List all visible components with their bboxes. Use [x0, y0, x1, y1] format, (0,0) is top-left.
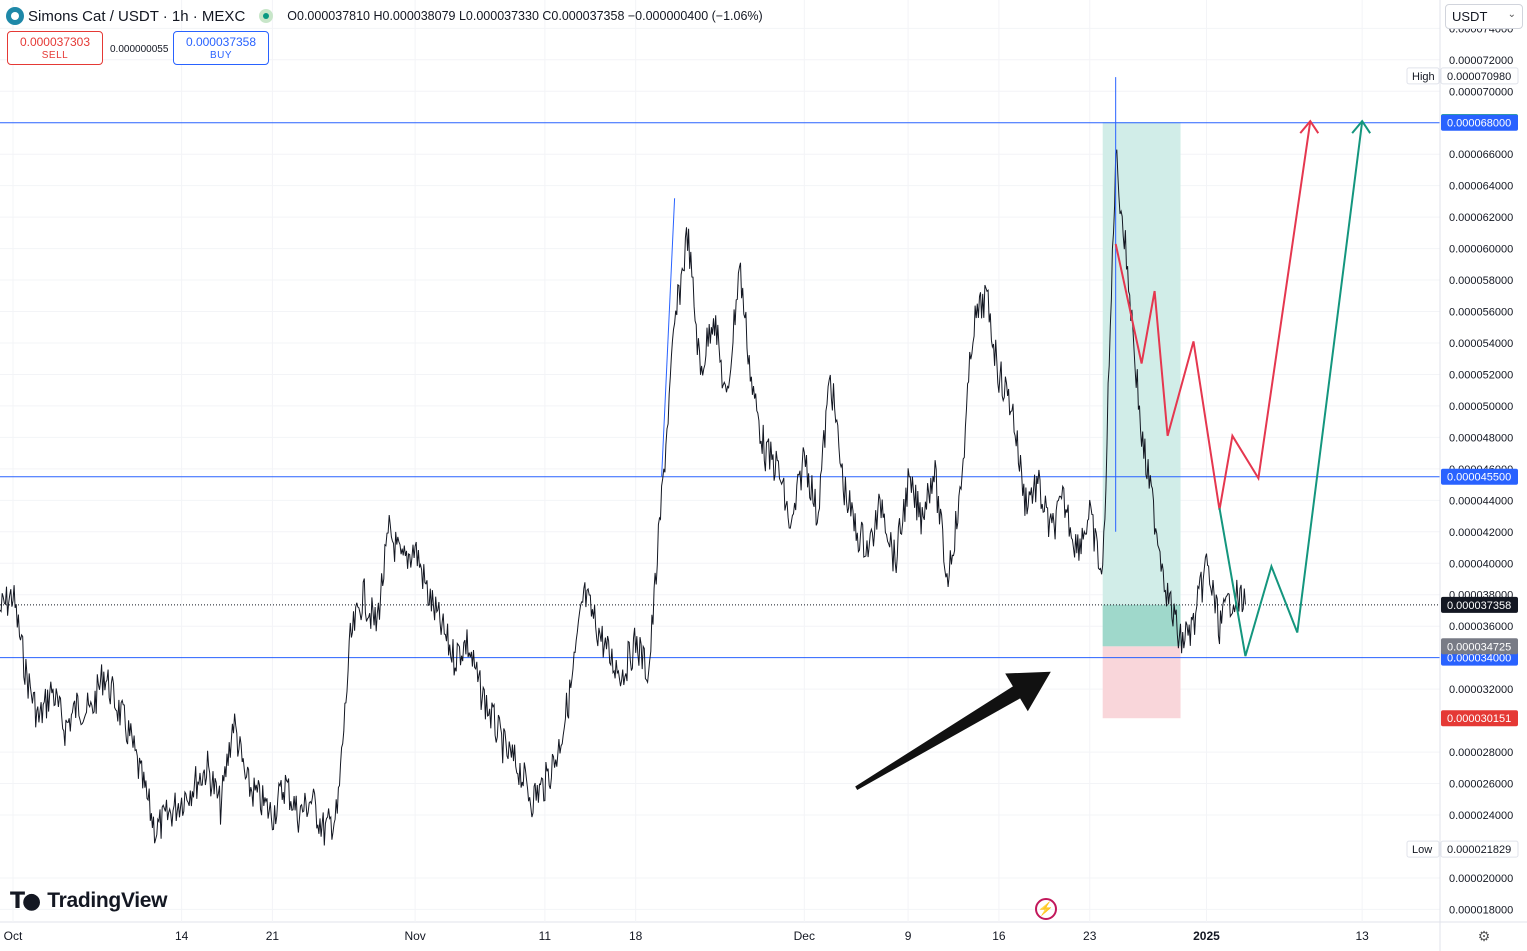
current-price-badge: 0.000037358: [1447, 600, 1511, 612]
price-series: [0, 77, 1246, 846]
wick: [661, 198, 676, 477]
bearish-arrowhead: [1299, 119, 1320, 134]
pointer-arrow[interactable]: [855, 671, 1051, 790]
high-price-badge-bg: [1440, 67, 1519, 85]
line-price-badge: 0.000068000: [1447, 118, 1511, 130]
low-label: Low: [1412, 844, 1432, 856]
price-tick-label: 0.000032000: [1449, 684, 1513, 696]
time-tick-label: Nov: [404, 929, 425, 943]
time-tick-label: 2025: [1193, 929, 1220, 943]
price-tick-label: 0.000050000: [1449, 401, 1513, 413]
time-axis[interactable]: Oct 14 21 Nov 11 18 Dec 9 16 23 2025 13: [4, 929, 1370, 943]
chevron-down-icon: ⌄: [1507, 9, 1516, 20]
price-badges: 0.0000680360.0000680000.0000455000.00003…: [1406, 67, 1519, 858]
pointer-arrow-shape: [855, 671, 1051, 790]
price-tick-label: 0.000058000: [1449, 275, 1513, 287]
time-tick-label: 23: [1083, 929, 1097, 943]
time-tick-label: 9: [905, 929, 912, 943]
sell-button[interactable]: 0.000037303 SELL: [7, 31, 103, 65]
scenario-paths: [1114, 119, 1371, 657]
time-tick-label: 11: [539, 929, 552, 943]
bullish-arrowhead: [1351, 119, 1371, 134]
high-price-badge: 0.000070980: [1447, 71, 1511, 83]
high-label: High: [1412, 71, 1435, 83]
stop-price-badge: 0.000030151: [1447, 713, 1511, 725]
open-profit-zone: [1102, 604, 1181, 647]
price-tick-label: 0.000048000: [1449, 432, 1513, 444]
price-tick-label: 0.000026000: [1449, 779, 1513, 791]
price-tick-label: 0.000040000: [1449, 558, 1513, 570]
price-tick-label: 0.000060000: [1449, 244, 1513, 256]
gear-icon[interactable]: ⚙: [1477, 928, 1491, 944]
low-price-badge: 0.000021829: [1447, 844, 1511, 856]
time-tick-label: Oct: [4, 929, 23, 943]
buy-label: BUY: [209, 50, 233, 61]
price-tick-label: 0.000044000: [1449, 495, 1513, 507]
bearish-scenario-path[interactable]: [1114, 121, 1312, 510]
time-tick-label: 18: [629, 929, 643, 943]
price-tick-label: 0.000036000: [1449, 621, 1513, 633]
market-status-icon[interactable]: [259, 9, 274, 23]
time-tick-label: 16: [992, 929, 1006, 943]
flash-icon[interactable]: ⚡: [1035, 898, 1057, 920]
price-tick-label: 0.000070000: [1449, 86, 1513, 98]
time-tick-label: Dec: [794, 929, 815, 943]
current-price-badge-bg: [1441, 596, 1518, 613]
currency-value: USDT: [1452, 9, 1488, 24]
tradingview-logo[interactable]: T● TradingView: [10, 888, 168, 914]
price-tick-label: 0.000024000: [1449, 810, 1513, 822]
price-tick-label: 0.000072000: [1449, 55, 1513, 67]
price-tick-label: 0.000064000: [1449, 181, 1513, 193]
bullish-scenario-path[interactable]: [1218, 121, 1364, 657]
low-price-badge-bg: [1440, 840, 1519, 858]
sell-label: SELL: [41, 50, 69, 61]
horizontal-lines: [0, 122, 1440, 659]
ohlc-values: O0.000037810 H0.000038079 L0.000037330 C…: [287, 9, 763, 23]
price-tick-label: 0.000066000: [1449, 149, 1513, 161]
line-price-badge: 0.000045500: [1447, 472, 1511, 484]
stop-price-badge-bg: [1441, 710, 1518, 727]
price-tick-label: 0.000020000: [1449, 873, 1513, 885]
price-tick-label: 0.000056000: [1449, 307, 1513, 319]
currency-select[interactable]: USDT ⌄: [1445, 4, 1523, 29]
entry-price-badge-bg: [1441, 638, 1518, 655]
symbol-logo-icon: [6, 7, 24, 25]
chart-grid: [0, 0, 1527, 923]
price-tick-label: 0.000018000: [1449, 904, 1513, 916]
line-price-badge: 0.000034000: [1447, 653, 1511, 665]
entry-price-badge: 0.000034725: [1447, 641, 1511, 653]
buy-price: 0.000037358: [185, 35, 257, 49]
stop-zone[interactable]: [1102, 646, 1181, 719]
buy-button[interactable]: 0.000037358 BUY: [173, 31, 269, 65]
time-tick-label: 21: [266, 929, 280, 943]
high-label-bg: [1406, 67, 1440, 85]
chart-header: Simons Cat / USDT · 1h · MEXC O0.0000378…: [6, 5, 771, 27]
tradingview-wordmark: TradingView: [47, 889, 168, 912]
sell-price: 0.000037303: [19, 35, 91, 49]
price-tick-label: 0.000028000: [1449, 747, 1513, 759]
line-price-badge-bg: [1441, 468, 1518, 485]
spread-value: 0.000000055: [110, 44, 169, 55]
price-tick-label: 0.000042000: [1449, 527, 1513, 539]
line-price-badge-bg: [1441, 114, 1518, 131]
price-tick-label: 0.000062000: [1449, 212, 1513, 224]
price-tick-label: 0.000052000: [1449, 369, 1513, 381]
symbol-title[interactable]: Simons Cat / USDT · 1h · MEXC: [28, 7, 246, 25]
time-tick-label: 14: [175, 929, 189, 943]
price-tick-label: 0.000054000: [1449, 338, 1513, 350]
tradingview-mark-icon: T●: [10, 888, 41, 914]
time-tick-label: 13: [1355, 929, 1369, 943]
low-label-bg: [1406, 840, 1440, 858]
price-line: [0, 149, 1246, 846]
